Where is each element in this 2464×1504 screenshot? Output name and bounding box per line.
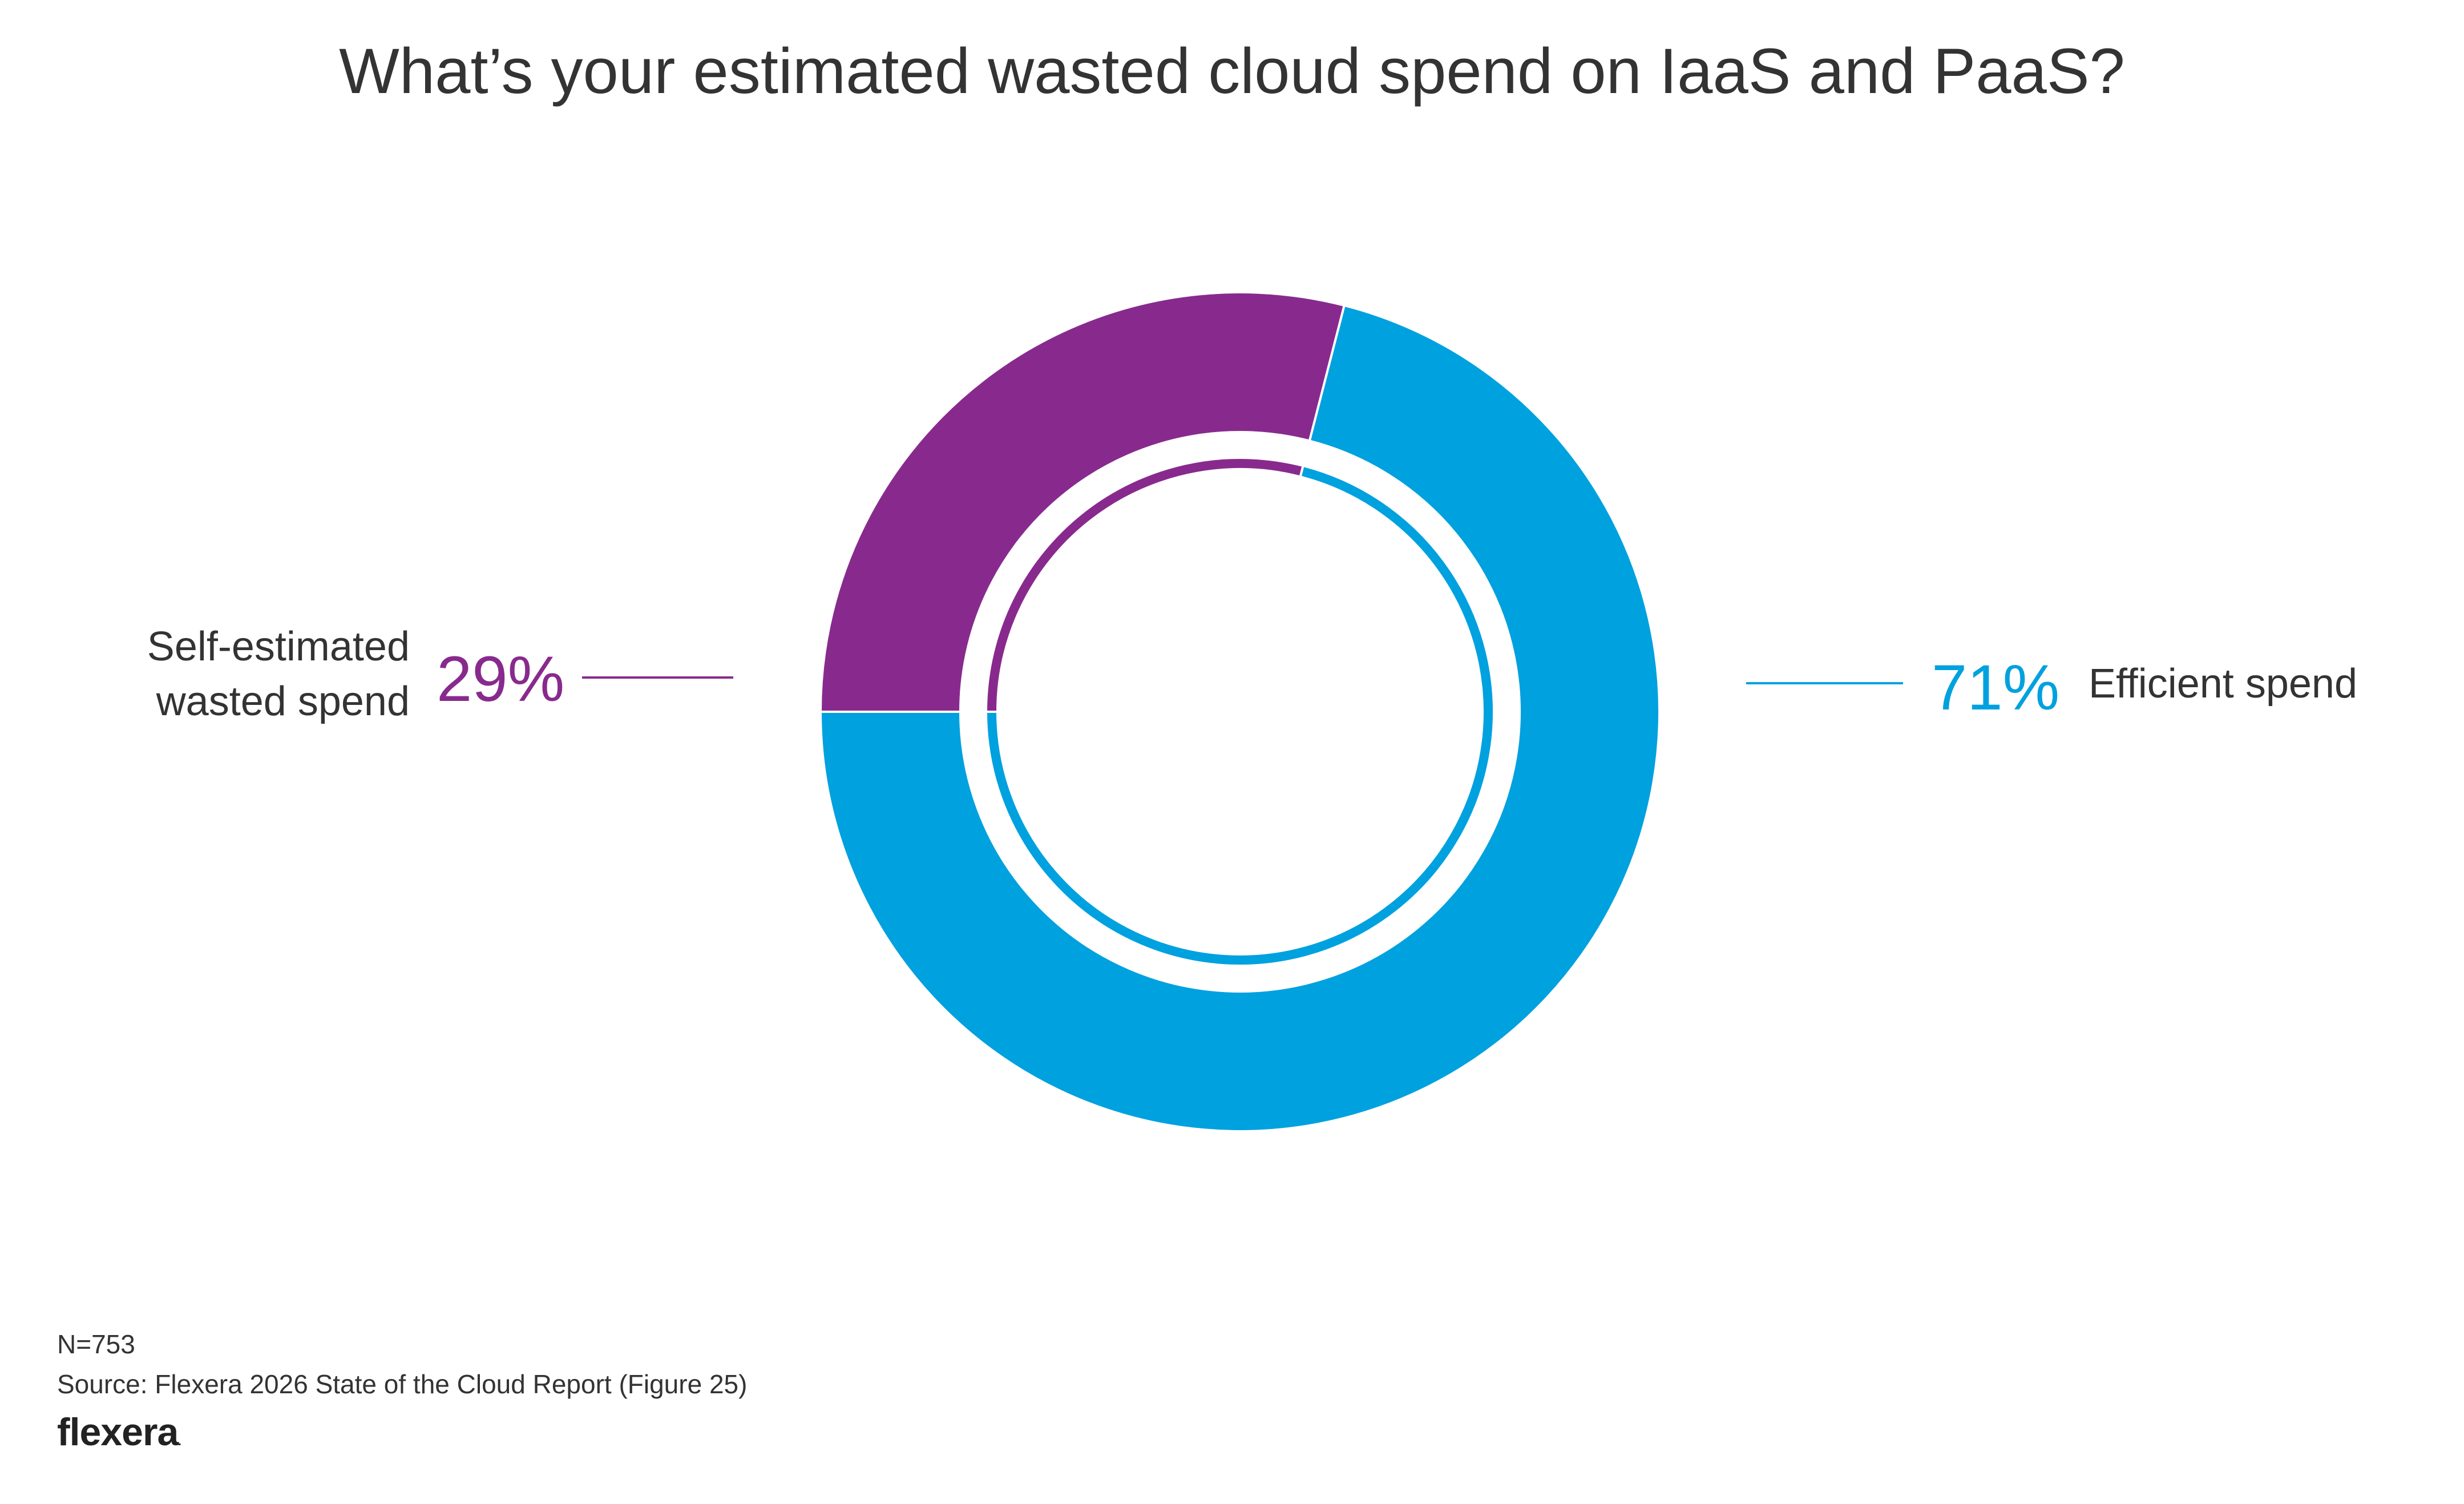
inner-ring-group [984, 457, 1495, 967]
wasted-spend-label-line-2: wasted spend [156, 679, 410, 724]
wasted-spend-label: Self-estimated wasted spend [147, 619, 410, 729]
inner-slice-efficient-spend [984, 464, 1495, 967]
flexera-logo-dot: . [178, 1436, 181, 1448]
efficient-spend-leader-line [1746, 682, 1903, 684]
sample-size-note: N=753 [57, 1329, 135, 1359]
outer-slice-wasted-spend [819, 291, 1346, 713]
outer-ring-group [819, 291, 1661, 1132]
efficient-spend-label: Efficient spend [2089, 661, 2357, 707]
flexera-logo: flexera. [57, 1410, 181, 1454]
source-note: Source: Flexera 2026 State of the Cloud … [57, 1369, 748, 1399]
chart-title: What’s your estimated wasted cloud spend… [339, 35, 2125, 107]
efficient-spend-percent: 71% [1932, 652, 2060, 723]
wasted-spend-percent: 29% [437, 643, 565, 715]
wasted-spend-leader-line [582, 676, 733, 679]
flexera-logo-text: flexera [57, 1410, 179, 1454]
outer-slice-efficient-spend [819, 304, 1661, 1132]
wasted-spend-label-line-1: Self-estimated [147, 624, 410, 670]
